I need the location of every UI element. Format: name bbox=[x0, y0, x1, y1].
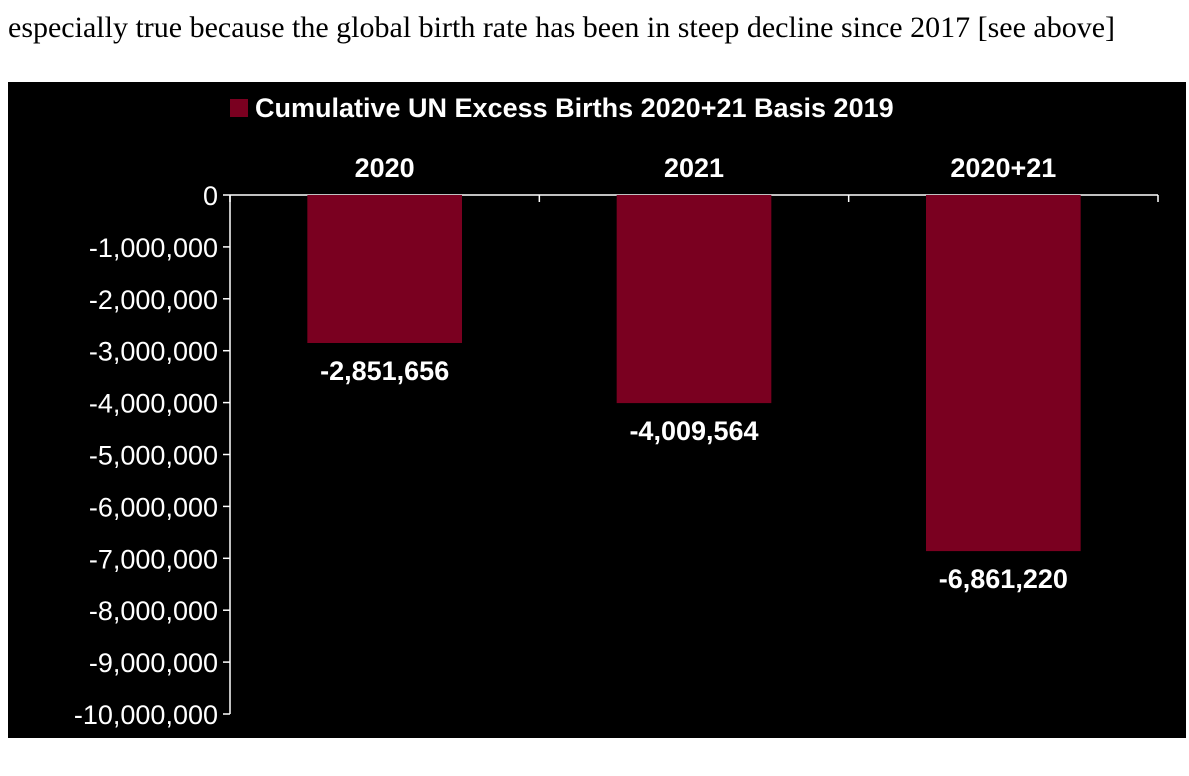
intro-paragraph: especially true because the global birth… bbox=[8, 11, 1116, 44]
legend-label: Cumulative UN Excess Births 2020+21 Basi… bbox=[255, 93, 894, 123]
y-tick-label: -8,000,000 bbox=[89, 596, 218, 626]
y-tick-label: -7,000,000 bbox=[89, 544, 218, 574]
y-axis: 0 -1,000,000 -2,000,000 -3,000,000 -4,000,00… bbox=[74, 181, 231, 730]
y-tick-label: -6,000,000 bbox=[89, 492, 218, 522]
y-tick-label: -10,000,000 bbox=[74, 700, 218, 730]
bar bbox=[616, 195, 772, 404]
x-category-label: 2021 bbox=[664, 153, 724, 183]
y-tick-label: -1,000,000 bbox=[89, 233, 218, 263]
bar bbox=[926, 195, 1081, 552]
x-category-label: 2020+21 bbox=[950, 153, 1056, 183]
y-tick-label: -4,000,000 bbox=[89, 389, 218, 419]
x-axis: 2020 2021 2020+21 bbox=[229, 153, 1159, 202]
y-tick-label: -3,000,000 bbox=[89, 337, 218, 367]
bars: -2,851,656 -4,009,564 -6,861,220 bbox=[307, 195, 1081, 594]
y-tick-label: -9,000,000 bbox=[89, 648, 218, 678]
x-category-label: 2020 bbox=[355, 153, 415, 183]
bar bbox=[307, 195, 462, 344]
y-tick-label: -5,000,000 bbox=[89, 441, 218, 471]
chart-container: Cumulative UN Excess Births 2020+21 Basi… bbox=[8, 82, 1186, 738]
y-tick-label: -2,000,000 bbox=[89, 285, 218, 315]
data-label: -2,851,656 bbox=[320, 356, 449, 386]
bar-chart: Cumulative UN Excess Births 2020+21 Basi… bbox=[74, 93, 1159, 730]
legend-swatch bbox=[230, 99, 248, 117]
legend: Cumulative UN Excess Births 2020+21 Basi… bbox=[230, 93, 894, 123]
data-label: -4,009,564 bbox=[629, 416, 758, 446]
data-label: -6,861,220 bbox=[939, 564, 1068, 594]
y-tick-label: 0 bbox=[203, 181, 218, 211]
